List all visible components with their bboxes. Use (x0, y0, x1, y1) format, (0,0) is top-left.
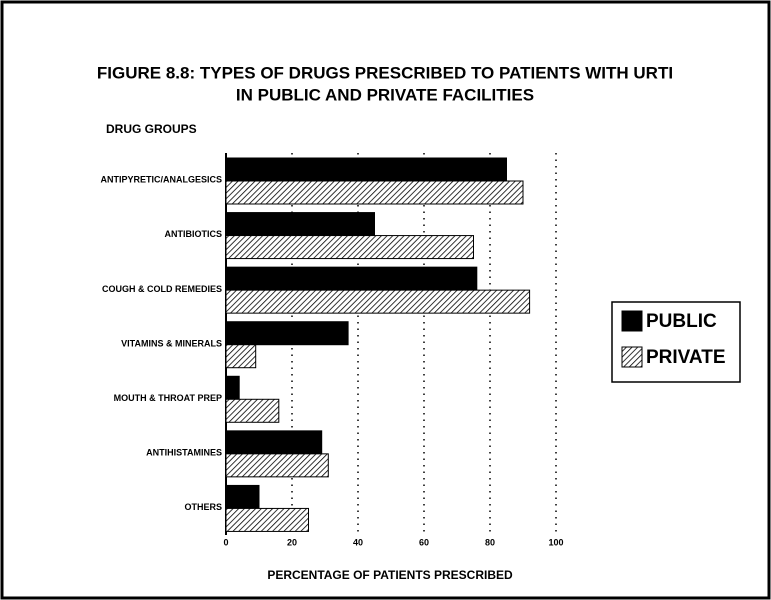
plot: 0 20 40 60 80 100 ANTIPYRETIC/ANALGESICS ANTIBI… (100, 153, 564, 547)
y-axis-label: DRUG GROUPS (106, 122, 197, 136)
legend-swatch (621, 310, 643, 332)
legend: PUBLIC PRIVATE (611, 301, 741, 383)
x-tick-label: 80 (485, 537, 495, 547)
legend-label: PRIVATE (646, 347, 726, 368)
y-tick-label: MOUTH & THROAT PREP (114, 393, 222, 403)
y-tick-label: ANTIBIOTICS (165, 229, 223, 239)
bar (225, 375, 240, 400)
bar (225, 453, 329, 478)
bar (225, 212, 375, 237)
bar (225, 484, 260, 509)
x-tick-label: 40 (353, 537, 363, 547)
bar (225, 289, 531, 314)
y-tick-label: OTHERS (184, 502, 222, 512)
chart-title: FIGURE 8.8: TYPES OF DRUGS PRESCRIBED TO… (97, 63, 673, 82)
x-tick-label: 20 (287, 537, 297, 547)
bar (225, 235, 474, 260)
bar (225, 321, 349, 346)
bar (225, 266, 478, 291)
bar (225, 398, 280, 423)
x-tick-label: 0 (223, 537, 228, 547)
legend-swatch (621, 346, 643, 368)
y-tick-label: COUGH & COLD REMEDIES (102, 284, 222, 294)
x-tick-label: 60 (419, 537, 429, 547)
x-axis-label: PERCENTAGE OF PATIENTS PRESCRIBED (267, 568, 513, 582)
x-tick-label: 100 (548, 537, 563, 547)
y-tick-label: ANTIPYRETIC/ANALGESICS (100, 175, 222, 185)
bar (225, 507, 309, 532)
y-tick-label: VITAMINS & MINERALS (121, 338, 222, 348)
legend-label: PUBLIC (646, 311, 717, 332)
bar (225, 344, 257, 369)
bar (225, 430, 323, 455)
bar (225, 180, 524, 205)
y-tick-label: ANTIHISTAMINES (146, 448, 222, 458)
chart-subtitle: IN PUBLIC AND PRIVATE FACILITIES (236, 85, 534, 104)
bar (225, 157, 507, 182)
